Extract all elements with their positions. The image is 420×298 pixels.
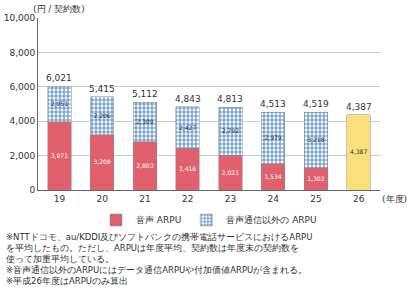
svg-text:5,112: 5,112 — [132, 89, 158, 99]
svg-text:6,021: 6,021 — [46, 73, 72, 83]
svg-text:2,000: 2,000 — [9, 151, 35, 161]
svg-text:8,000: 8,000 — [9, 48, 35, 58]
svg-text:25: 25 — [310, 194, 321, 204]
svg-text:3,971: 3,971 — [51, 152, 69, 159]
svg-text:10,000: 10,000 — [4, 13, 36, 23]
svg-text:4,843: 4,843 — [175, 94, 201, 104]
svg-text:1,302: 1,302 — [307, 175, 325, 182]
svg-text:2,427: 2,427 — [179, 124, 197, 131]
svg-text:0: 0 — [29, 185, 35, 195]
svg-text:音声 ARPU: 音声 ARPU — [136, 215, 181, 225]
svg-text:6,000: 6,000 — [9, 82, 35, 92]
svg-text:4,000: 4,000 — [9, 116, 35, 126]
svg-text:1,534: 1,534 — [264, 173, 281, 180]
svg-text:(円 / 契約数): (円 / 契約数) — [33, 4, 85, 14]
svg-text:2,803: 2,803 — [136, 162, 154, 169]
svg-text:5,415: 5,415 — [89, 84, 115, 94]
svg-text:音声通信以外の ARPU: 音声通信以外の ARPU — [226, 215, 316, 225]
svg-text:19: 19 — [54, 194, 66, 204]
svg-text:21: 21 — [139, 194, 150, 204]
svg-text:2,309: 2,309 — [136, 118, 153, 125]
svg-text:2,206: 2,206 — [93, 112, 110, 119]
svg-text:(年度): (年度) — [382, 194, 407, 204]
svg-text:24: 24 — [267, 194, 279, 204]
svg-text:4,513: 4,513 — [260, 99, 286, 109]
svg-text:2,051: 2,051 — [51, 100, 69, 107]
svg-text:23: 23 — [225, 194, 236, 204]
svg-text:4,387: 4,387 — [346, 102, 372, 112]
svg-text:3,209: 3,209 — [93, 158, 110, 165]
svg-text:4,519: 4,519 — [303, 99, 329, 109]
svg-text:2,979: 2,979 — [264, 134, 281, 141]
svg-text:4,813: 4,813 — [217, 94, 243, 104]
svg-text:4,387: 4,387 — [350, 148, 368, 155]
svg-text:※NTTドコモ、au/KDDI及びソフトバンクの携帯電話サー: ※NTTドコモ、au/KDDI及びソフトバンクの携帯電話サービスにおけるARPU… — [6, 232, 312, 286]
svg-text:3,218: 3,218 — [307, 136, 324, 143]
svg-text:2,021: 2,021 — [222, 169, 240, 176]
svg-text:2,792: 2,792 — [222, 127, 240, 134]
svg-text:22: 22 — [182, 194, 193, 204]
svg-text:26: 26 — [353, 194, 365, 204]
svg-text:20: 20 — [96, 194, 108, 204]
svg-text:2,416: 2,416 — [179, 165, 196, 172]
